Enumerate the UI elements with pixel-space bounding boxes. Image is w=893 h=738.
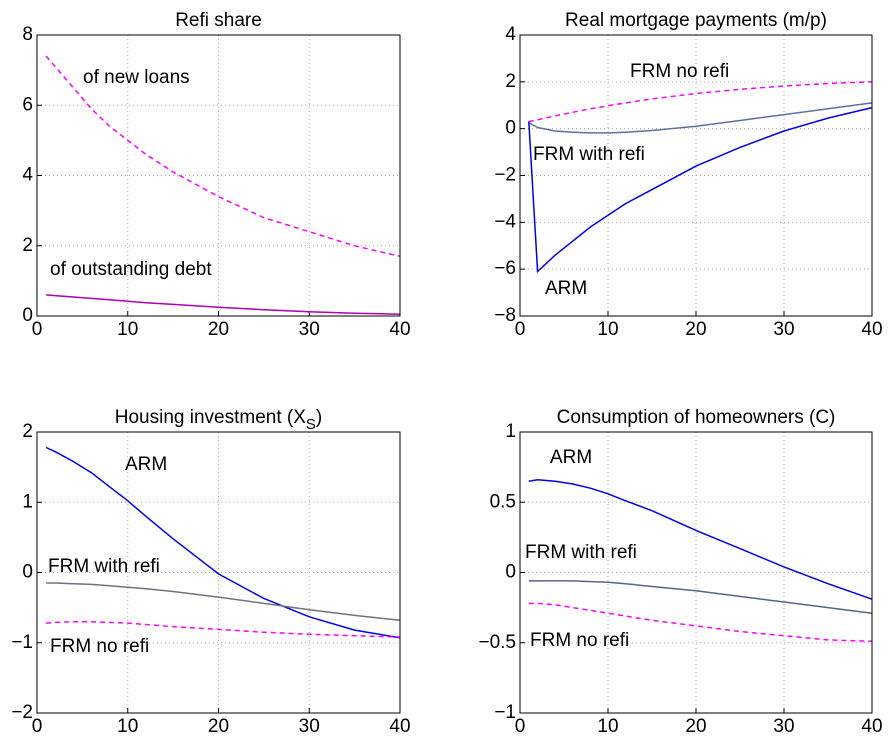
y-tick-label: 2 xyxy=(22,235,33,256)
x-tick-label: 30 xyxy=(773,319,794,340)
y-tick-label: 1 xyxy=(22,491,33,512)
x-tick-label: 10 xyxy=(117,716,138,737)
y-tick-label: 6 xyxy=(22,94,33,115)
axes-frame xyxy=(36,431,401,714)
x-tick-label: 30 xyxy=(299,319,320,340)
y-tick-label: 0 xyxy=(505,562,516,583)
y-tick-label: 0 xyxy=(22,305,33,326)
y-tick-label: −2 xyxy=(494,165,516,186)
x-tick-label: 40 xyxy=(861,716,882,737)
x-tick-label: 20 xyxy=(208,716,229,737)
y-tick-label: 0.5 xyxy=(490,491,516,512)
x-tick-label: 20 xyxy=(685,716,706,737)
x-tick-label: 0 xyxy=(515,716,526,737)
title-part: Housing investment (X xyxy=(115,407,306,428)
title-part: Refi share xyxy=(175,10,262,31)
y-tick-label: 4 xyxy=(505,24,516,45)
series-label: ARM xyxy=(550,447,592,468)
series-line xyxy=(528,81,873,123)
y-tick-label: 0 xyxy=(22,562,33,583)
series-line xyxy=(46,620,401,638)
x-tick-label: 20 xyxy=(685,319,706,340)
series-line xyxy=(528,580,873,614)
series-label: of new loans xyxy=(83,67,190,88)
y-tick-label: −1 xyxy=(11,632,33,653)
y-tick-label: −2 xyxy=(11,702,33,723)
series-line xyxy=(46,582,401,622)
x-tick-label: 30 xyxy=(299,716,320,737)
title-part: Real mortgage payments (m/p) xyxy=(565,10,827,31)
chart-title: Consumption of homeowners (C) xyxy=(557,407,836,428)
y-tick-label: −4 xyxy=(494,211,516,232)
y-tick-label: 0 xyxy=(505,118,516,139)
x-tick-label: 0 xyxy=(32,319,43,340)
series-label: ARM xyxy=(545,278,587,299)
series-label: FRM no refi xyxy=(630,61,729,82)
x-tick-label: 30 xyxy=(773,716,794,737)
y-tick-label: 2 xyxy=(505,71,516,92)
series-label: FRM no refi xyxy=(530,630,629,651)
subplot: 0 2 4 6 8 0 10 20 30 40 of new loans of outstanding… xyxy=(22,10,410,340)
axes-frame xyxy=(519,34,873,317)
title-part: Consumption of homeowners (C) xyxy=(557,407,836,428)
x-tick-label: 0 xyxy=(515,319,526,340)
y-tick-label: −0.5 xyxy=(478,632,516,653)
axes-frame xyxy=(519,431,873,714)
series-label: FRM no refi xyxy=(50,636,149,657)
x-tick-label: 40 xyxy=(861,319,882,340)
title-part: ) xyxy=(316,407,322,428)
series-line xyxy=(528,479,873,600)
series-label: of outstanding debt xyxy=(50,259,212,280)
series-line xyxy=(46,294,401,315)
x-tick-label: 40 xyxy=(389,716,410,737)
chart-title: Refi share xyxy=(175,10,262,31)
series-label: FRM with refi xyxy=(525,542,637,563)
x-tick-label: 10 xyxy=(117,319,138,340)
x-tick-label: 10 xyxy=(597,716,618,737)
y-tick-label: 8 xyxy=(22,24,33,45)
y-tick-label: 1 xyxy=(505,421,516,442)
series-label: ARM xyxy=(125,454,167,475)
axes-frame xyxy=(36,34,401,317)
series-line xyxy=(528,106,873,274)
chart-title: Housing investment (XS) xyxy=(115,407,323,433)
x-tick-label: 0 xyxy=(32,716,43,737)
y-tick-label: −8 xyxy=(494,305,516,326)
chart-title: Real mortgage payments (m/p) xyxy=(565,10,827,31)
series-label: FRM with refi xyxy=(48,556,160,577)
x-tick-label: 20 xyxy=(208,319,229,340)
series-label: FRM with refi xyxy=(533,144,645,165)
series-line xyxy=(528,102,873,134)
y-tick-label: 4 xyxy=(22,165,33,186)
y-tick-label: 2 xyxy=(22,421,33,442)
series-line xyxy=(45,446,401,639)
x-tick-label: 10 xyxy=(597,319,618,340)
y-tick-label: −1 xyxy=(494,702,516,723)
title-part: S xyxy=(306,416,316,433)
x-tick-label: 40 xyxy=(389,319,410,340)
y-tick-label: −6 xyxy=(494,258,516,279)
